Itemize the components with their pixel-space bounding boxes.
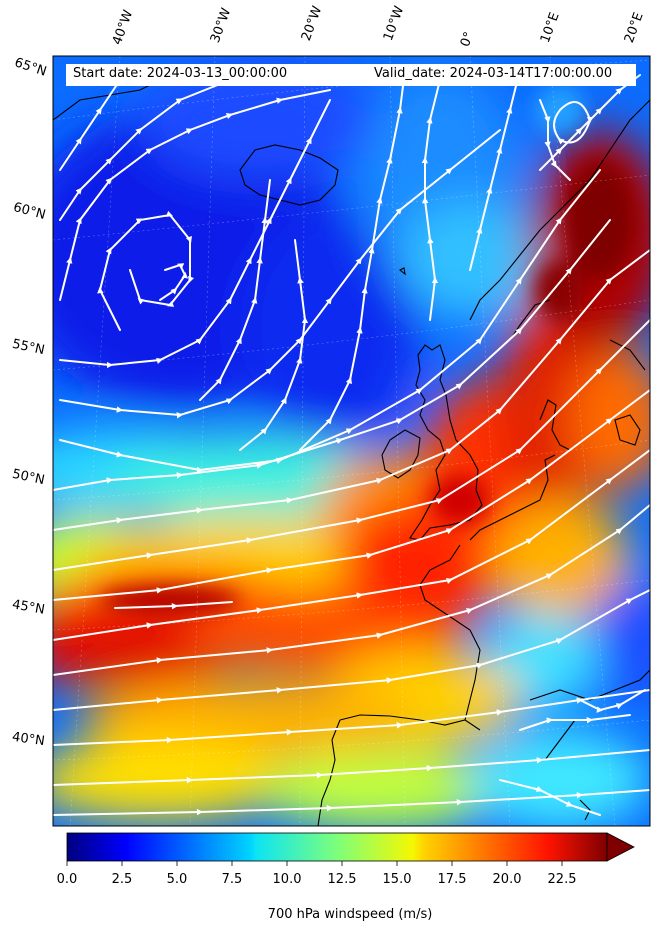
colorbar-label: 700 hPa windspeed (m/s) [267,907,433,922]
colorbar-tick-6: 15.0 [382,872,412,887]
colorbar-tick-9: 22.5 [547,872,577,887]
colorbar-tick-1: 2.5 [111,872,133,887]
colorbar-tick-2: 5.0 [166,872,188,887]
colorbar-tick-5: 12.5 [327,872,357,887]
colorbar-tick-4: 10.0 [272,872,302,887]
map-frame [52,55,651,827]
colorbar [66,832,635,866]
streamlines [53,69,650,816]
header-box [66,64,636,86]
colorbar-tick-8: 20.0 [492,872,522,887]
colorbar-tick-7: 17.5 [437,872,467,887]
colorbar-tick-3: 7.5 [221,872,243,887]
start-date-label: Start date: 2024-03-13_00:00:00 [73,66,288,81]
valid-date-label: Valid_date: 2024-03-14T17:00:00.00 [374,66,613,81]
colorbar-tick-0: 0.0 [56,872,78,887]
